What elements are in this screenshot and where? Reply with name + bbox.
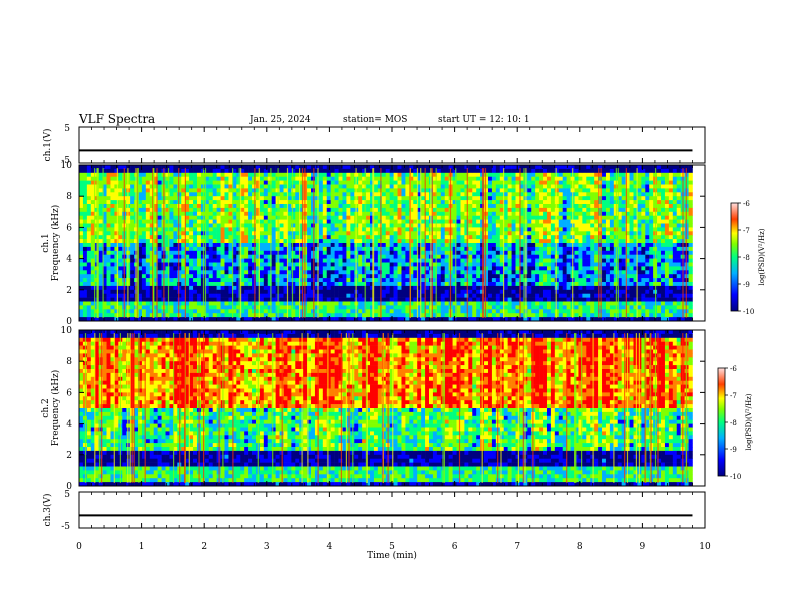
time-tick-label: 9 [640,542,646,552]
colorbar-tick-label: -9 [743,281,750,289]
date-label: Jan. 25, 2024 [250,115,311,125]
colorbar-tick-label: -8 [743,254,750,262]
freq-tick-label: 4 [66,255,72,265]
freq-tick-label: 2 [66,286,72,296]
ch1-ytick-bottom: -5 [61,156,70,166]
ch1-colorbar: -6 -7 -8 -9 -10 log(PSD)(V²/Hz) [730,200,766,316]
freq-tick-label: 10 [61,326,73,336]
freq-tick-label: 4 [66,420,72,430]
time-tick-label: 6 [452,542,458,552]
time-axis: 0 1 2 3 4 5 6 7 8 9 10 [76,127,711,552]
ch1-spectrogram-panel: 0 2 4 6 8 10 ch.1 Frequency (kHz) [41,161,706,327]
time-tick-label: 1 [139,542,145,552]
ch1-colorbar-label: log(PSD)(V²/Hz) [758,228,766,285]
ch1-ytick-top: 5 [64,124,70,134]
colorbar-tick-label: -9 [730,446,737,454]
ch2-spectrogram-image [79,330,693,487]
time-tick-label: 2 [201,542,207,552]
ch3-ytick-bottom: -5 [61,522,70,532]
ch2-colorbar-gradient [717,367,726,477]
ch2-spectrogram-panel: 0 2 4 6 8 10 ch.2 Frequency (kHz) [41,326,706,492]
ch3-ytick-top: 5 [64,490,70,500]
colorbar-tick-label: -10 [743,308,754,316]
ch1-spectrogram-image [79,165,693,322]
time-tick-label: 8 [577,542,583,552]
freq-tick-label: 8 [66,357,72,367]
time-axis-label: Time (min) [367,550,417,561]
ch3-waveform-frame [78,491,706,529]
time-tick-label: 5 [389,542,395,552]
station-label: station= MOS [343,115,408,125]
colorbar-tick-label: -8 [730,419,737,427]
ch2-label: ch.2 [41,398,51,417]
plot-title: VLF Spectra [79,112,156,126]
colorbar-tick-label: -6 [730,365,737,373]
colorbar-tick-label: -10 [730,473,741,481]
freq-tick-label: 0 [66,317,72,327]
freq-tick-label: 6 [66,388,72,398]
ch2-colorbar-label: log(PSD)(V²/Hz) [745,393,753,450]
freq-tick-label: 8 [66,192,72,202]
colorbar-tick-label: -7 [730,392,737,400]
time-tick-label: 4 [327,542,333,552]
colorbar-tick-label: -7 [743,227,750,235]
time-tick-label: 7 [514,542,520,552]
ch1-waveform-frame [78,126,706,164]
ch1-label: ch.1 [41,233,51,252]
time-tick-label: 10 [699,542,711,552]
ch1-frequency-ylabel: Frequency (kHz) [50,205,61,282]
freq-tick-label: 6 [66,223,72,233]
ch2-colorbar: -6 -7 -8 -9 -10 log(PSD)(V²/Hz) [717,365,753,481]
colorbar-tick-label: -6 [743,200,750,208]
freq-tick-label: 2 [66,451,72,461]
ch1-colorbar-gradient [730,202,739,312]
time-tick-label: 3 [264,542,270,552]
ch3-waveform-ylabel: ch.3(V) [42,494,53,527]
freq-tick-label: 0 [66,482,72,492]
ch1-waveform-ylabel: ch.1(V) [42,129,53,162]
time-tick-label: 0 [76,542,82,552]
freq-tick-label: 10 [61,161,73,171]
ch2-frequency-ylabel: Frequency (kHz) [50,370,61,447]
start-time-label: start UT = 12: 10: 1 [438,115,530,125]
